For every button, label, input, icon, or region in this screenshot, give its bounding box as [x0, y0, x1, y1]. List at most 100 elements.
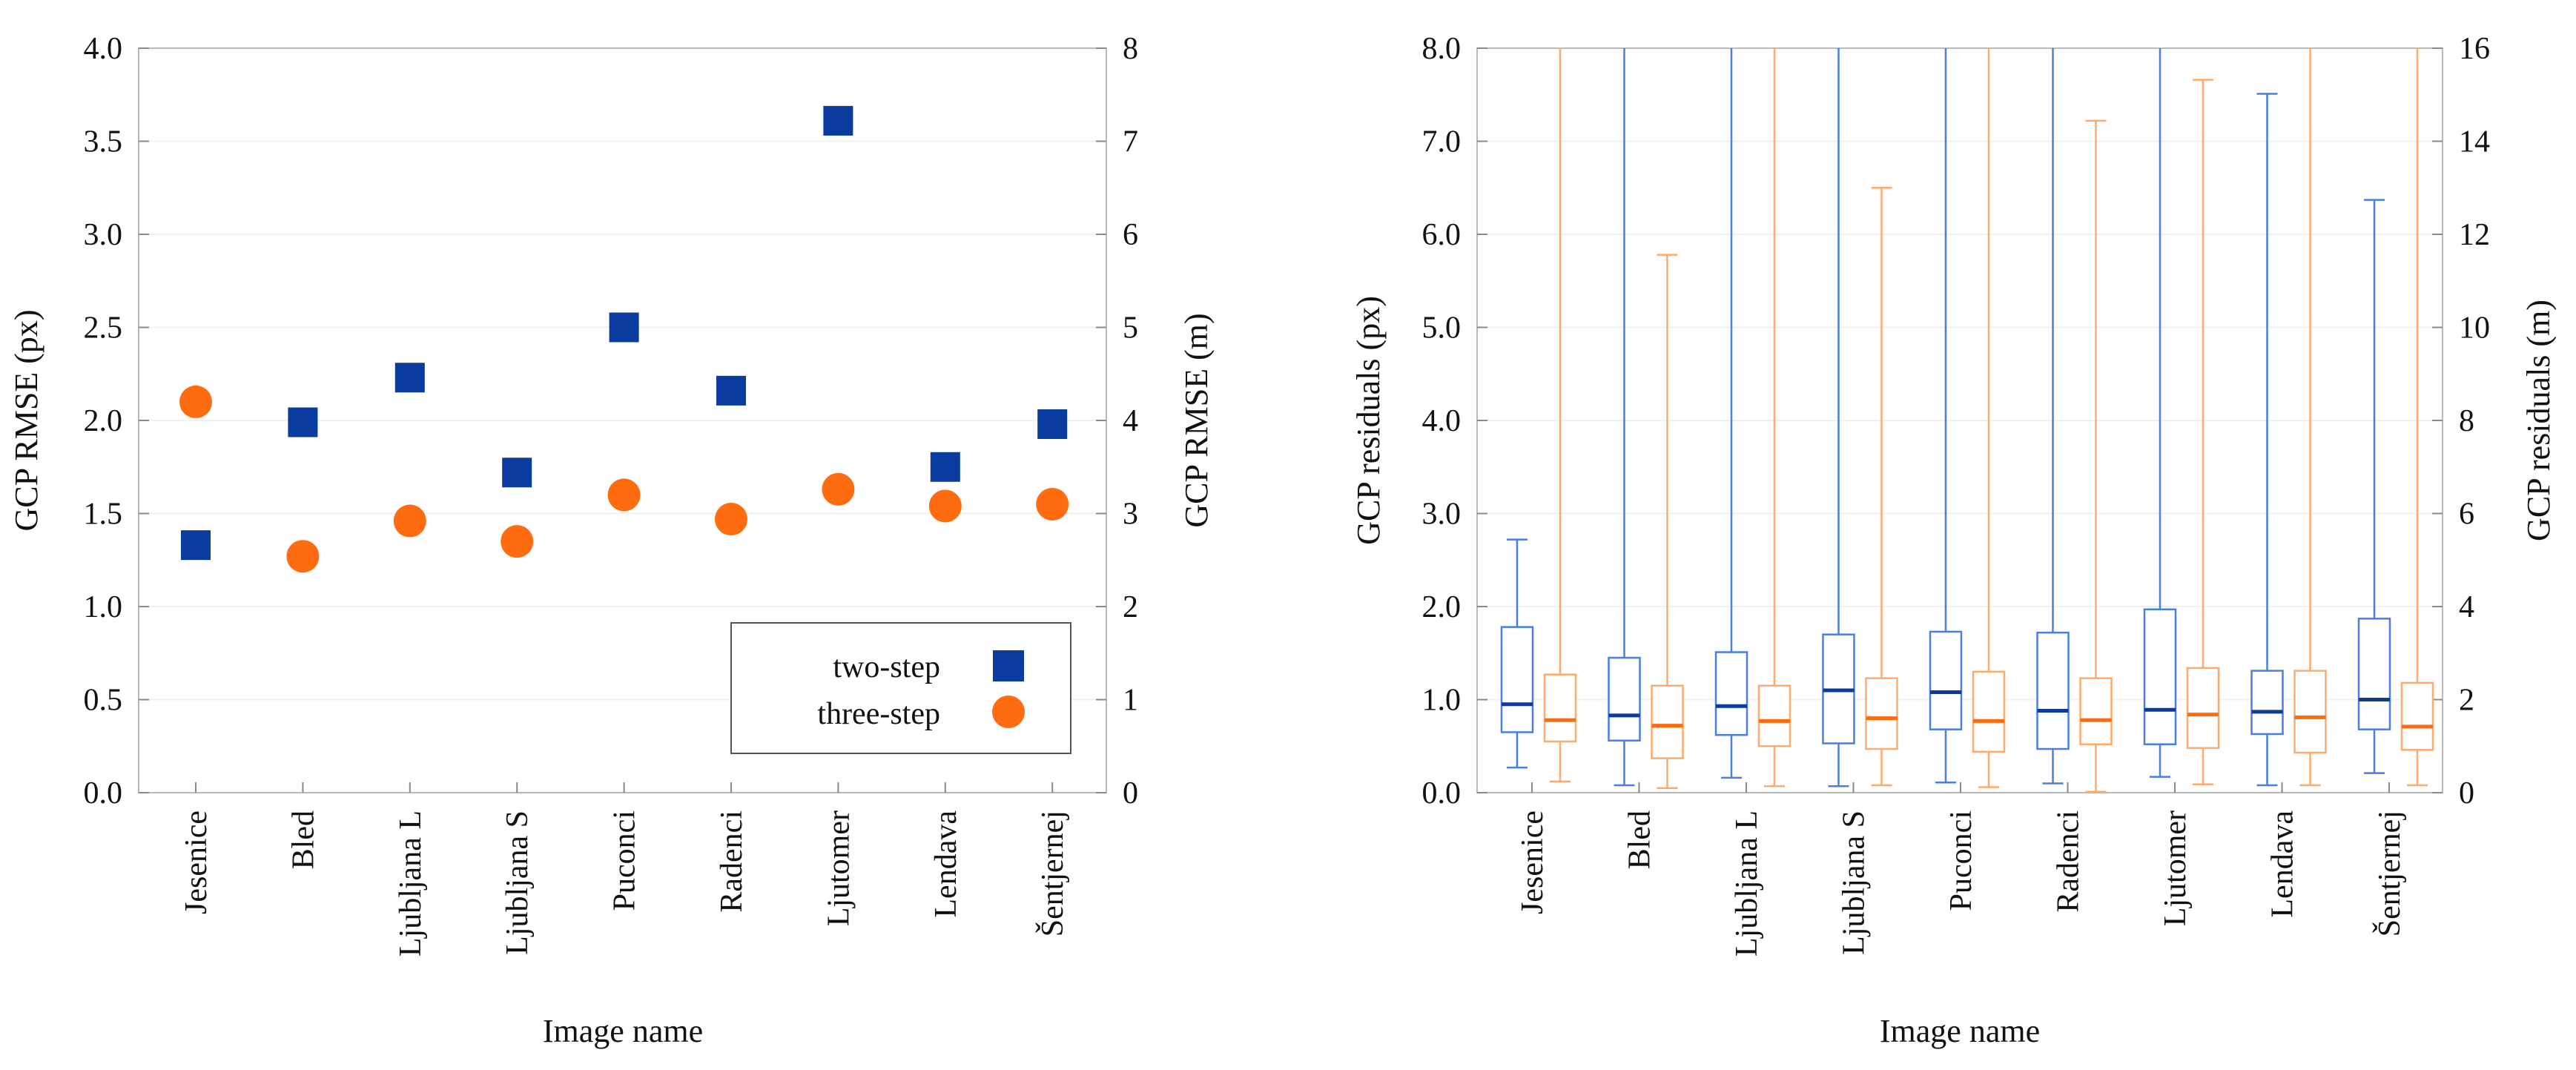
rmse-y2-tick-label: 8 [1123, 32, 1138, 66]
rmse-point-three-step [1036, 487, 1069, 521]
rmse-y-tick-label: 4.0 [84, 32, 123, 66]
residuals-x-tick-label: Šentjernej [2372, 810, 2407, 937]
box-two-step [1714, 651, 1748, 736]
legend-label-two-step: two-step [833, 650, 940, 684]
box-two-step [2357, 618, 2391, 730]
rmse-y2-axis-title: GCP RMSE (m) [1178, 313, 1215, 527]
residuals-y2-tick-label: 2 [2459, 684, 2474, 718]
rmse-point-three-step [607, 478, 641, 512]
box-three-step [2079, 677, 2113, 745]
residuals-y-tick-label: 3.0 [1422, 498, 1462, 532]
rmse-y-tick-label: 2.0 [84, 404, 123, 438]
rmse-axis-ticks: 0.0 0 0.5 1 1.0 2 1.5 3 2.0 4 2.5 5 3.0 6 3.5 7 4.0 8 Jese… [84, 32, 1139, 957]
residuals-y-axis-title: GCP residuals (px) [1350, 296, 1387, 545]
rmse-y2-tick-label: 1 [1123, 684, 1138, 718]
residuals-y2-tick-label: 12 [2459, 218, 2490, 252]
residuals-x-axis-title: Image name [1880, 1013, 2040, 1049]
rmse-y2-tick-label: 3 [1123, 498, 1138, 532]
box-three-step [2186, 667, 2220, 750]
residuals-x-tick-label: Lendava [2266, 810, 2300, 918]
rmse-points [179, 105, 1069, 573]
box-three-step [1865, 677, 1898, 750]
residuals-x-tick-label: Puconci [1944, 810, 1978, 911]
residuals-y-tick-label: 1.0 [1422, 684, 1462, 718]
rmse-x-tick-label: Ljubljana S [501, 810, 535, 955]
residuals-y2-tick-label: 6 [2459, 498, 2474, 532]
residuals-gridlines [1477, 140, 2443, 701]
rmse-gridlines [139, 140, 1106, 701]
rmse-point-two-step [716, 375, 746, 406]
rmse-point-three-step [928, 489, 962, 523]
box-two-step [2036, 631, 2070, 750]
legend-box [730, 622, 1071, 754]
residuals-chart: 0.0 0 1.0 2 2.0 4 3.0 6 4.0 8 5.0 10 6.0 12 7.0 14 8.0 16… [1350, 32, 2557, 1049]
rmse-y-axis-title: GCP RMSE (px) [8, 309, 44, 531]
rmse-y-tick-label: 1.0 [84, 590, 123, 624]
rmse-x-tick-label: Šentjernej [1035, 810, 1070, 937]
rmse-y2-tick-label: 2 [1123, 590, 1138, 624]
box-two-step [1929, 630, 1963, 730]
residuals-y2-tick-label: 8 [2459, 404, 2474, 438]
rmse-x-tick-label: Jesenice [179, 810, 214, 914]
rmse-y2-tick-label: 5 [1123, 311, 1138, 346]
rmse-x-tick-label: Puconci [608, 810, 642, 911]
residuals-boxes [1500, 48, 2434, 793]
legend-label-three-step: three-step [817, 697, 940, 731]
rmse-point-two-step [609, 312, 639, 343]
rmse-point-three-step [179, 385, 212, 418]
rmse-chart: 0.0 0 0.5 1 1.0 2 1.5 3 2.0 4 2.5 5 3.0 6 3.5 7 4.0 8 Jese… [8, 32, 1215, 1049]
rmse-y2-tick-label: 7 [1123, 125, 1138, 159]
box-three-step [1757, 684, 1791, 747]
residuals-y2-tick-label: 16 [2459, 32, 2490, 66]
residuals-x-tick-label: Ljubljana S [1837, 810, 1872, 955]
rmse-point-three-step [822, 472, 855, 506]
legend-swatch-three-step [992, 696, 1025, 728]
residuals-x-tick-label: Radenci [2052, 810, 2086, 913]
rmse-y2-tick-label: 6 [1123, 218, 1138, 252]
residuals-y2-tick-label: 4 [2459, 590, 2474, 624]
rmse-y-tick-label: 2.5 [84, 311, 123, 346]
rmse-x-tick-label: Bled [286, 810, 320, 869]
rmse-point-two-step [502, 458, 532, 488]
residuals-y-tick-label: 7.0 [1422, 125, 1462, 159]
box-three-step [1972, 670, 2006, 753]
residuals-y2-tick-label: 0 [2459, 776, 2474, 810]
box-two-step [2250, 670, 2284, 736]
rmse-y-tick-label: 3.0 [84, 218, 123, 252]
rmse-point-three-step [501, 525, 534, 558]
rmse-point-two-step [1037, 409, 1068, 440]
rmse-point-two-step [394, 363, 425, 393]
residuals-y-tick-label: 6.0 [1422, 218, 1462, 252]
rmse-y-tick-label: 0.0 [84, 776, 123, 810]
residuals-y-tick-label: 0.0 [1422, 776, 1462, 810]
rmse-x-tick-label: Ljubljana L [394, 810, 428, 957]
residuals-axis-ticks: 0.0 0 1.0 2 2.0 4 3.0 6 4.0 8 5.0 10 6.0 12 7.0 14 8.0 16… [1422, 32, 2491, 957]
box-two-step [1608, 656, 1641, 742]
rmse-point-three-step [393, 504, 426, 538]
residuals-y-tick-label: 4.0 [1422, 404, 1462, 438]
box-three-step [1651, 684, 1684, 759]
box-three-step [2293, 670, 2327, 754]
rmse-point-three-step [286, 540, 320, 573]
residuals-x-tick-label: Ljutomer [2159, 810, 2193, 926]
rmse-y2-tick-label: 0 [1123, 776, 1138, 810]
rmse-y-tick-label: 1.5 [84, 498, 123, 532]
rmse-point-three-step [715, 503, 747, 536]
box-three-step [1543, 673, 1577, 743]
rmse-x-tick-label: Radenci [715, 810, 749, 913]
rmse-y-tick-label: 3.5 [84, 125, 123, 159]
residuals-x-tick-label: Jesenice [1516, 810, 1550, 914]
residuals-y-tick-label: 2.0 [1422, 590, 1462, 624]
rmse-x-axis-title: Image name [543, 1013, 703, 1049]
residuals-y2-axis-title: GCP residuals (m) [2520, 300, 2557, 541]
residuals-y-tick-label: 8.0 [1422, 32, 1462, 66]
residuals-y-tick-label: 5.0 [1422, 311, 1462, 346]
box-two-step [1500, 626, 1534, 733]
rmse-x-tick-label: Lendava [929, 810, 963, 918]
residuals-y2-tick-label: 14 [2459, 125, 2490, 159]
rmse-point-two-step [181, 530, 211, 561]
box-two-step [2143, 608, 2177, 745]
residuals-x-tick-label: Ljubljana L [1730, 810, 1764, 957]
legend-swatch-two-step [993, 650, 1024, 681]
